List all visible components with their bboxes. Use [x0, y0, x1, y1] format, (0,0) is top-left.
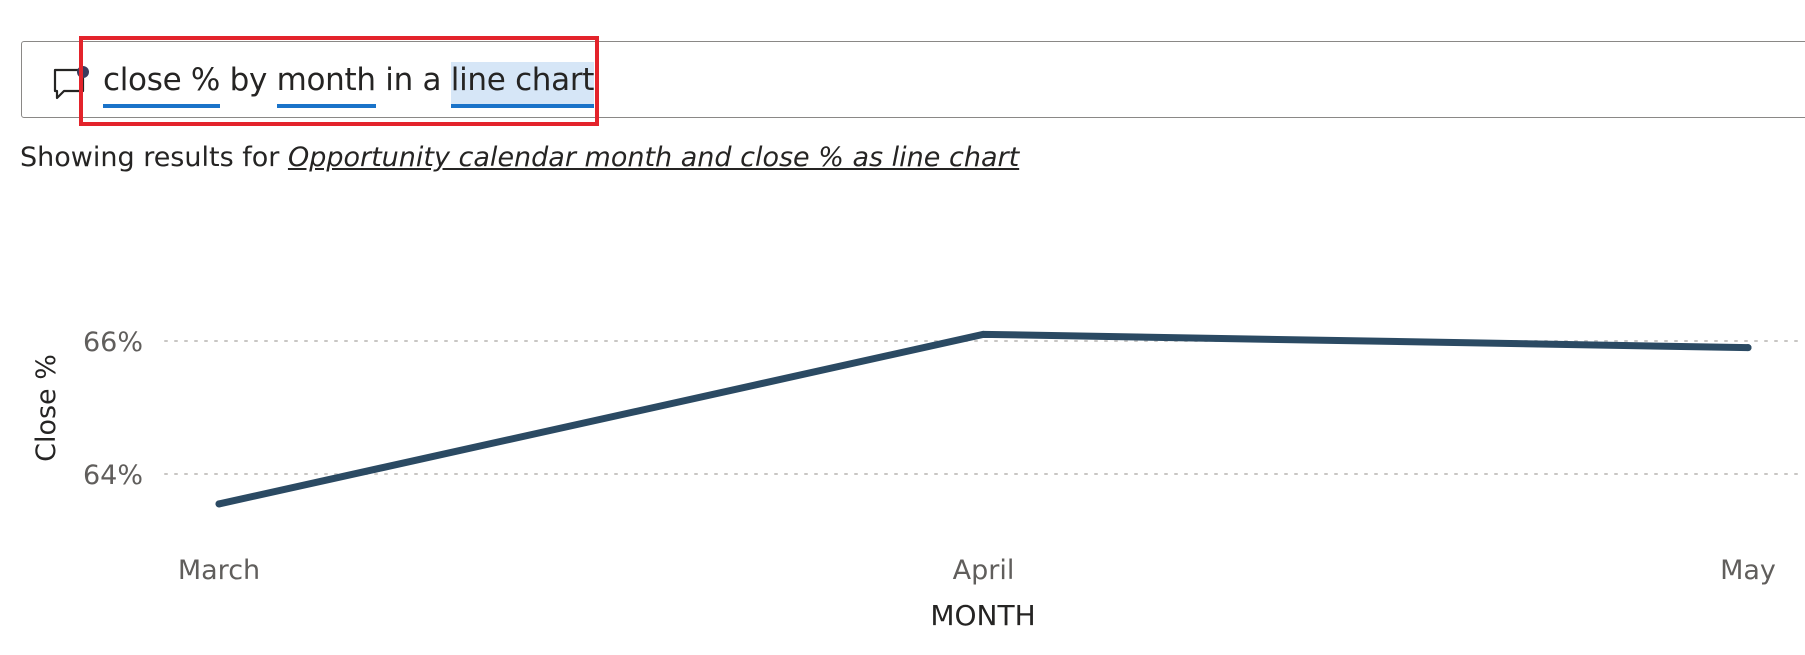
query-term[interactable]: close %	[103, 62, 220, 108]
y-axis-title: Close %	[31, 354, 62, 462]
series-line	[215, 330, 1752, 508]
qa-query-text[interactable]: close % by month in a line chart	[103, 60, 594, 110]
query-term[interactable]: line chart	[450, 62, 594, 108]
x-tick-label: May	[1720, 555, 1776, 586]
x-axis-title: MONTH	[930, 599, 1035, 632]
query-connector-word: by	[220, 62, 277, 98]
restatement-line: Showing results for Opportunity calendar…	[20, 142, 1019, 173]
x-tick-label: March	[178, 555, 260, 586]
data-point	[1744, 344, 1752, 352]
y-tick-label: 64%	[83, 460, 143, 491]
restatement-link[interactable]: Opportunity calendar month and close % a…	[287, 142, 1020, 173]
data-point	[980, 330, 987, 338]
query-term[interactable]: month	[276, 62, 376, 108]
x-tick-label: April	[953, 555, 1015, 586]
query-connector-word: in a	[375, 62, 451, 98]
speech-bubble-icon	[53, 66, 89, 100]
restatement-prefix: Showing results for	[20, 142, 288, 173]
data-point	[215, 500, 223, 508]
y-tick-label: 66%	[83, 327, 143, 358]
